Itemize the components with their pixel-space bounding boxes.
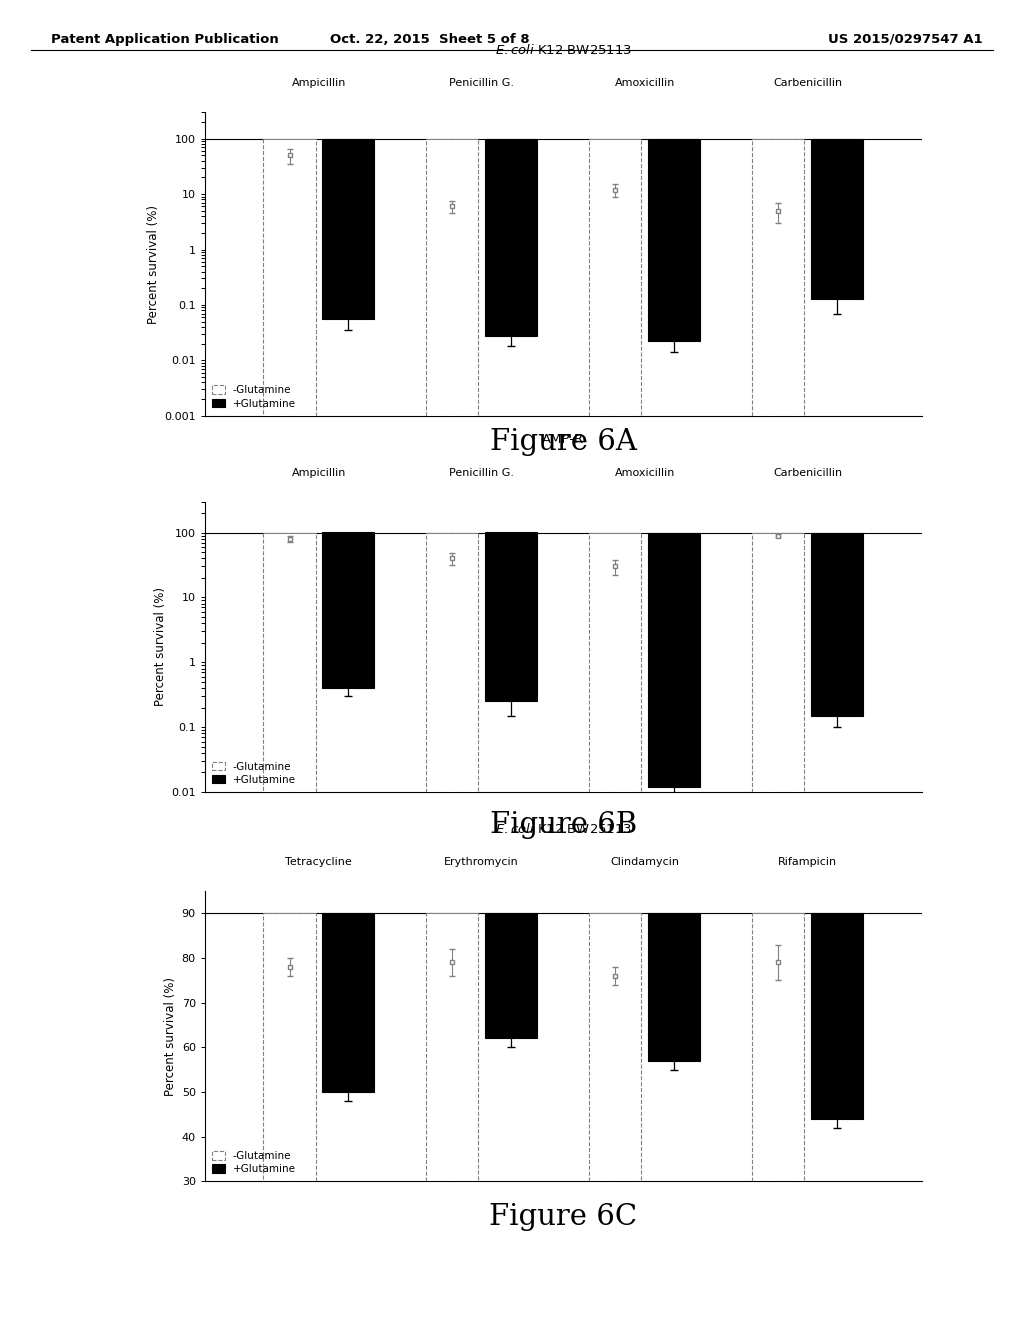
Y-axis label: Percent survival (%): Percent survival (%) bbox=[165, 977, 177, 1096]
Bar bbox=[753, 139, 804, 416]
Text: Amoxicillin: Amoxicillin bbox=[614, 78, 675, 88]
Bar bbox=[811, 913, 863, 1119]
Text: Carbenicillin: Carbenicillin bbox=[773, 78, 842, 88]
Bar bbox=[426, 913, 478, 1181]
Bar bbox=[753, 532, 804, 792]
Text: AMP-R: AMP-R bbox=[542, 433, 585, 446]
Legend: -Glutamine, +Glutamine: -Glutamine, +Glutamine bbox=[210, 1148, 298, 1176]
Bar bbox=[323, 913, 374, 1092]
Bar bbox=[811, 139, 863, 298]
Legend: -Glutamine, +Glutamine: -Glutamine, +Glutamine bbox=[210, 383, 298, 411]
Bar bbox=[263, 913, 315, 1181]
Bar bbox=[426, 532, 478, 792]
Text: Amoxicillin: Amoxicillin bbox=[614, 467, 675, 478]
Bar bbox=[263, 139, 315, 416]
Text: Tetracycline: Tetracycline bbox=[286, 857, 352, 867]
Bar bbox=[648, 532, 700, 787]
Y-axis label: Percent survival (%): Percent survival (%) bbox=[147, 205, 160, 323]
Text: Carbenicillin: Carbenicillin bbox=[773, 467, 842, 478]
Bar bbox=[323, 532, 374, 688]
Text: $\mathit{E.coli}$ K12 BW25113: $\mathit{E.coli}$ K12 BW25113 bbox=[495, 42, 632, 57]
Bar bbox=[589, 139, 641, 416]
Text: Oct. 22, 2015  Sheet 5 of 8: Oct. 22, 2015 Sheet 5 of 8 bbox=[331, 33, 529, 46]
Text: Figure 6B: Figure 6B bbox=[489, 810, 637, 840]
Y-axis label: Percent survival (%): Percent survival (%) bbox=[154, 587, 167, 706]
Bar bbox=[753, 913, 804, 1181]
Text: Figure 6A: Figure 6A bbox=[489, 428, 637, 457]
Bar bbox=[485, 532, 538, 701]
Bar bbox=[485, 139, 538, 335]
Bar bbox=[589, 913, 641, 1181]
Bar bbox=[263, 532, 315, 792]
Bar bbox=[485, 913, 538, 1039]
Text: $\mathit{E.coli}$ K12 BW25113: $\mathit{E.coli}$ K12 BW25113 bbox=[495, 821, 632, 836]
Text: Rifampicin: Rifampicin bbox=[778, 857, 838, 867]
Text: Penicillin G.: Penicillin G. bbox=[450, 78, 514, 88]
Text: Patent Application Publication: Patent Application Publication bbox=[51, 33, 279, 46]
Legend: -Glutamine, +Glutamine: -Glutamine, +Glutamine bbox=[210, 759, 298, 787]
Bar bbox=[811, 532, 863, 715]
Text: Penicillin G.: Penicillin G. bbox=[450, 467, 514, 478]
Bar bbox=[589, 532, 641, 792]
Text: Ampicillin: Ampicillin bbox=[292, 78, 346, 88]
Text: US 2015/0297547 A1: US 2015/0297547 A1 bbox=[828, 33, 983, 46]
Bar bbox=[323, 139, 374, 319]
Bar bbox=[426, 139, 478, 416]
Text: Figure 6C: Figure 6C bbox=[489, 1203, 637, 1232]
Text: Ampicillin: Ampicillin bbox=[292, 467, 346, 478]
Bar bbox=[648, 913, 700, 1061]
Text: Erythromycin: Erythromycin bbox=[444, 857, 519, 867]
Text: Clindamycin: Clindamycin bbox=[610, 857, 679, 867]
Bar bbox=[648, 139, 700, 342]
